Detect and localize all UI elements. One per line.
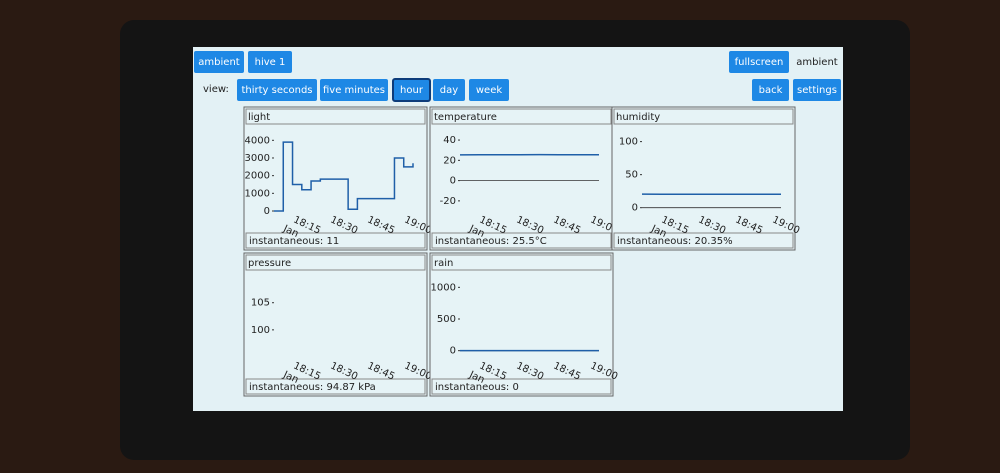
y-tick-label: -20 <box>440 196 456 207</box>
button-label: thirty seconds <box>241 85 312 96</box>
button-label: fullscreen <box>735 57 784 68</box>
view-label: view: <box>203 84 229 95</box>
panel-title: pressure <box>248 258 291 269</box>
panel-reading: instantaneous: 25.5°C <box>435 236 547 247</box>
button-label: day <box>440 85 458 96</box>
panel-title: light <box>248 112 270 123</box>
series-line <box>274 141 414 212</box>
y-tick-label: 3000 <box>245 153 270 164</box>
panel-title: rain <box>434 258 453 269</box>
panel-title: temperature <box>434 112 497 123</box>
panel <box>429 252 614 397</box>
panel-reading-bar <box>613 232 794 249</box>
y-tick-label: 40 <box>443 135 456 146</box>
button-label: back <box>759 85 783 96</box>
y-tick-label: 500 <box>437 314 456 325</box>
panel-title-bar <box>245 108 426 125</box>
current-page: ambient <box>796 57 837 68</box>
panel-title-bar <box>431 108 612 125</box>
y-tick-label: 100 <box>251 325 270 336</box>
button[interactable]: day <box>433 79 465 101</box>
panel <box>611 106 796 251</box>
y-tick-label: 2000 <box>245 171 270 182</box>
panel-reading: instantaneous: 20.35% <box>617 236 733 247</box>
y-tick-label: 0 <box>264 206 270 217</box>
button-bg <box>248 51 292 73</box>
button[interactable]: thirty seconds <box>237 79 317 101</box>
y-tick-label: 100 <box>619 137 638 148</box>
button-bg <box>237 79 317 101</box>
panel-reading: instantaneous: 94.87 kPa <box>249 382 376 393</box>
button-bg <box>194 51 244 73</box>
button-bg <box>392 78 431 102</box>
button-label: five minutes <box>323 85 385 96</box>
button[interactable]: back <box>752 79 789 101</box>
panel-reading: instantaneous: 11 <box>249 236 339 247</box>
y-tick-label: 0 <box>632 203 638 214</box>
button-label: ambient <box>198 57 239 68</box>
panel-title-bar <box>613 108 794 125</box>
button[interactable]: week <box>469 79 509 101</box>
button-label: hive 1 <box>255 57 286 68</box>
panel-reading-bar <box>245 378 426 395</box>
y-tick-label: 1000 <box>431 282 456 293</box>
button-bg <box>729 51 789 73</box>
button[interactable]: settings <box>793 79 841 101</box>
panel-reading-bar <box>245 232 426 249</box>
panel-reading-bar <box>431 232 612 249</box>
button-bg <box>469 79 509 101</box>
button-label: settings <box>797 85 837 96</box>
panel-title-bar <box>245 254 426 271</box>
button-bg <box>320 79 388 101</box>
button-bg <box>433 79 465 101</box>
panel <box>429 106 614 251</box>
panel-title: humidity <box>616 112 660 123</box>
button[interactable]: ambient <box>194 51 244 73</box>
y-tick-label: 50 <box>625 170 638 181</box>
button[interactable]: hour <box>392 78 431 102</box>
y-tick-label: 105 <box>251 298 270 309</box>
y-tick-label: 4000 <box>245 135 270 146</box>
y-tick-label: 0 <box>450 346 456 357</box>
button[interactable]: hive 1 <box>248 51 292 73</box>
panel-title-bar <box>431 254 612 271</box>
panel-reading: instantaneous: 0 <box>435 382 519 393</box>
y-tick-label: 1000 <box>245 188 270 199</box>
button-label: hour <box>400 85 424 96</box>
button[interactable]: fullscreen <box>729 51 789 73</box>
y-tick-label: 20 <box>443 155 456 166</box>
panel <box>243 252 428 397</box>
button-label: week <box>476 85 502 96</box>
button[interactable]: five minutes <box>320 79 388 101</box>
button-bg <box>752 79 789 101</box>
panel-reading-bar <box>431 378 612 395</box>
y-tick-label: 0 <box>450 176 456 187</box>
button-bg <box>793 79 841 101</box>
